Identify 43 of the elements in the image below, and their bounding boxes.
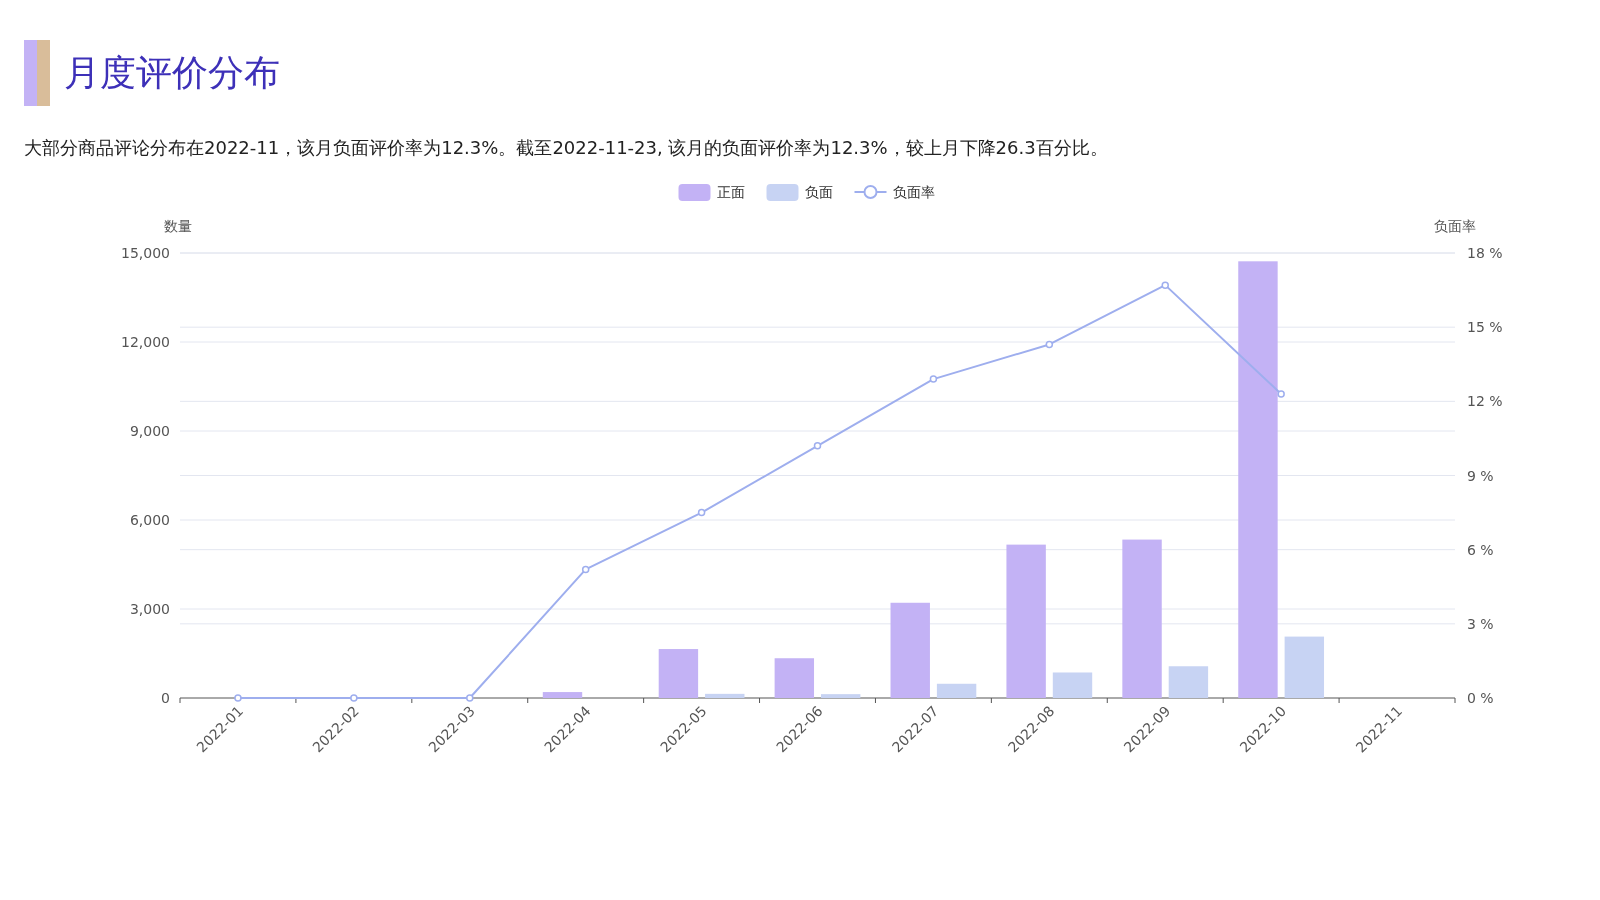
- point: [234, 694, 242, 702]
- bar: [658, 649, 699, 698]
- bar: [1238, 261, 1278, 698]
- y2-tick-label: 6 %: [1467, 541, 1494, 558]
- y-tick-label: 0: [161, 690, 170, 706]
- y-tick-label: 9,000: [129, 423, 170, 439]
- bar: [705, 693, 745, 698]
- legend-label: 负面: [804, 184, 833, 200]
- y2-tick-label: 3 %: [1467, 615, 1494, 632]
- y2-tick-label: 15 %: [1467, 319, 1503, 336]
- legend-label: 正面: [716, 184, 745, 200]
- point: [350, 694, 358, 702]
- chart-title: 月度评价分布: [64, 52, 280, 93]
- point: [697, 508, 706, 517]
- bar: [936, 683, 977, 698]
- chart-subtitle: 大部分商品评论分布在2022-11，该月负面评价率为12.3%。截至2022-11-23, 该月的负面评价率为12.3%，较上月下降26.3百分比。: [24, 137, 1108, 158]
- y2-tick-label: 18 %: [1467, 245, 1503, 261]
- bar: [1168, 666, 1209, 698]
- point: [929, 375, 938, 383]
- point: [466, 694, 474, 702]
- bar: [820, 694, 861, 698]
- bar: [1122, 539, 1162, 698]
- point: [1161, 281, 1169, 289]
- point: [813, 442, 822, 450]
- y2-tick-label: 9 %: [1467, 467, 1494, 484]
- bar: [1284, 636, 1325, 698]
- bar: [774, 658, 815, 698]
- point: [581, 565, 590, 574]
- point: [1277, 390, 1285, 398]
- y-tick-label: 15,000: [121, 245, 170, 261]
- bar: [890, 602, 930, 698]
- y-tick-label: 3,000: [129, 601, 170, 617]
- y-tick-label: 12,000: [121, 334, 170, 350]
- y2-tick-label: 12 %: [1467, 393, 1503, 410]
- y-tick-label: 6,000: [129, 512, 170, 528]
- legend-label: 负面率: [892, 184, 935, 200]
- point: [1045, 340, 1054, 349]
- y2-axis-title: 负面率: [1434, 218, 1476, 234]
- bar: [1006, 544, 1046, 698]
- bar: [1052, 672, 1093, 698]
- y2-tick-label: 0 %: [1467, 690, 1494, 706]
- bar: [542, 692, 583, 698]
- y-axis-title: 数量: [164, 218, 192, 234]
